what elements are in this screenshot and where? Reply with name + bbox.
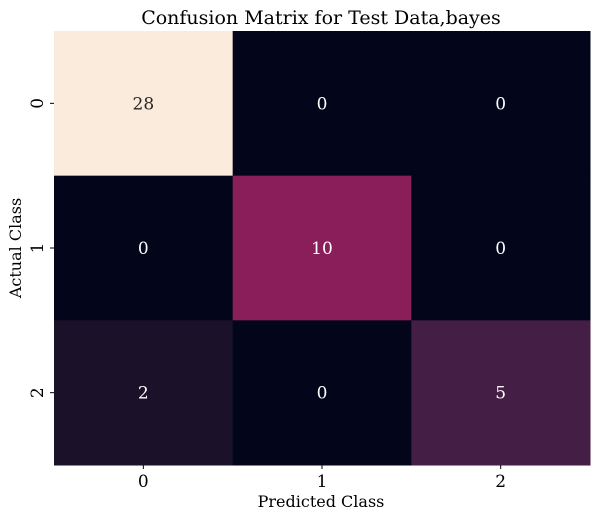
x-tick-label-2: 2 [495,472,506,492]
heatmap-cells [54,31,591,466]
cell-annotations: 28 0 0 0 10 0 2 0 5 [133,94,507,403]
heatmap-cell-0-1 [232,31,412,177]
cell-value-0-1: 0 [317,94,328,114]
heatmap-cell-1-2 [411,175,591,321]
heatmap-cell-0-0 [54,31,234,177]
y-axis-label: Actual Class [6,198,25,299]
x-tick-label-1: 1 [317,472,328,492]
heatmap-cell-0-2 [411,31,591,177]
heatmap-cell-2-1 [232,320,412,466]
heatmap-cell-2-0 [54,320,234,466]
cell-value-1-1: 10 [311,239,333,259]
heatmap-cell-1-1 [232,175,412,321]
cell-value-2-1: 0 [317,384,328,404]
y-tick-label-2: 2 [28,387,48,398]
x-tick-label-0: 0 [138,472,149,492]
y-tick-label-0: 0 [28,98,48,109]
cell-value-1-2: 0 [495,239,506,259]
chart-title: Confusion Matrix for Test Data,bayes [141,7,501,29]
x-axis-ticks: 0 1 2 [138,465,506,492]
cell-value-1-0: 0 [138,239,149,259]
y-tick-label-1: 1 [28,243,48,254]
y-axis-ticks: 0 1 2 [28,98,54,398]
x-axis-label: Predicted Class [258,492,385,511]
cell-value-2-0: 2 [138,384,149,404]
cell-value-2-2: 5 [495,384,506,404]
heatmap-cell-1-0 [54,175,234,321]
heatmap-cell-2-2 [411,320,591,466]
cell-value-0-2: 0 [495,94,506,114]
cell-value-0-0: 28 [133,94,155,114]
